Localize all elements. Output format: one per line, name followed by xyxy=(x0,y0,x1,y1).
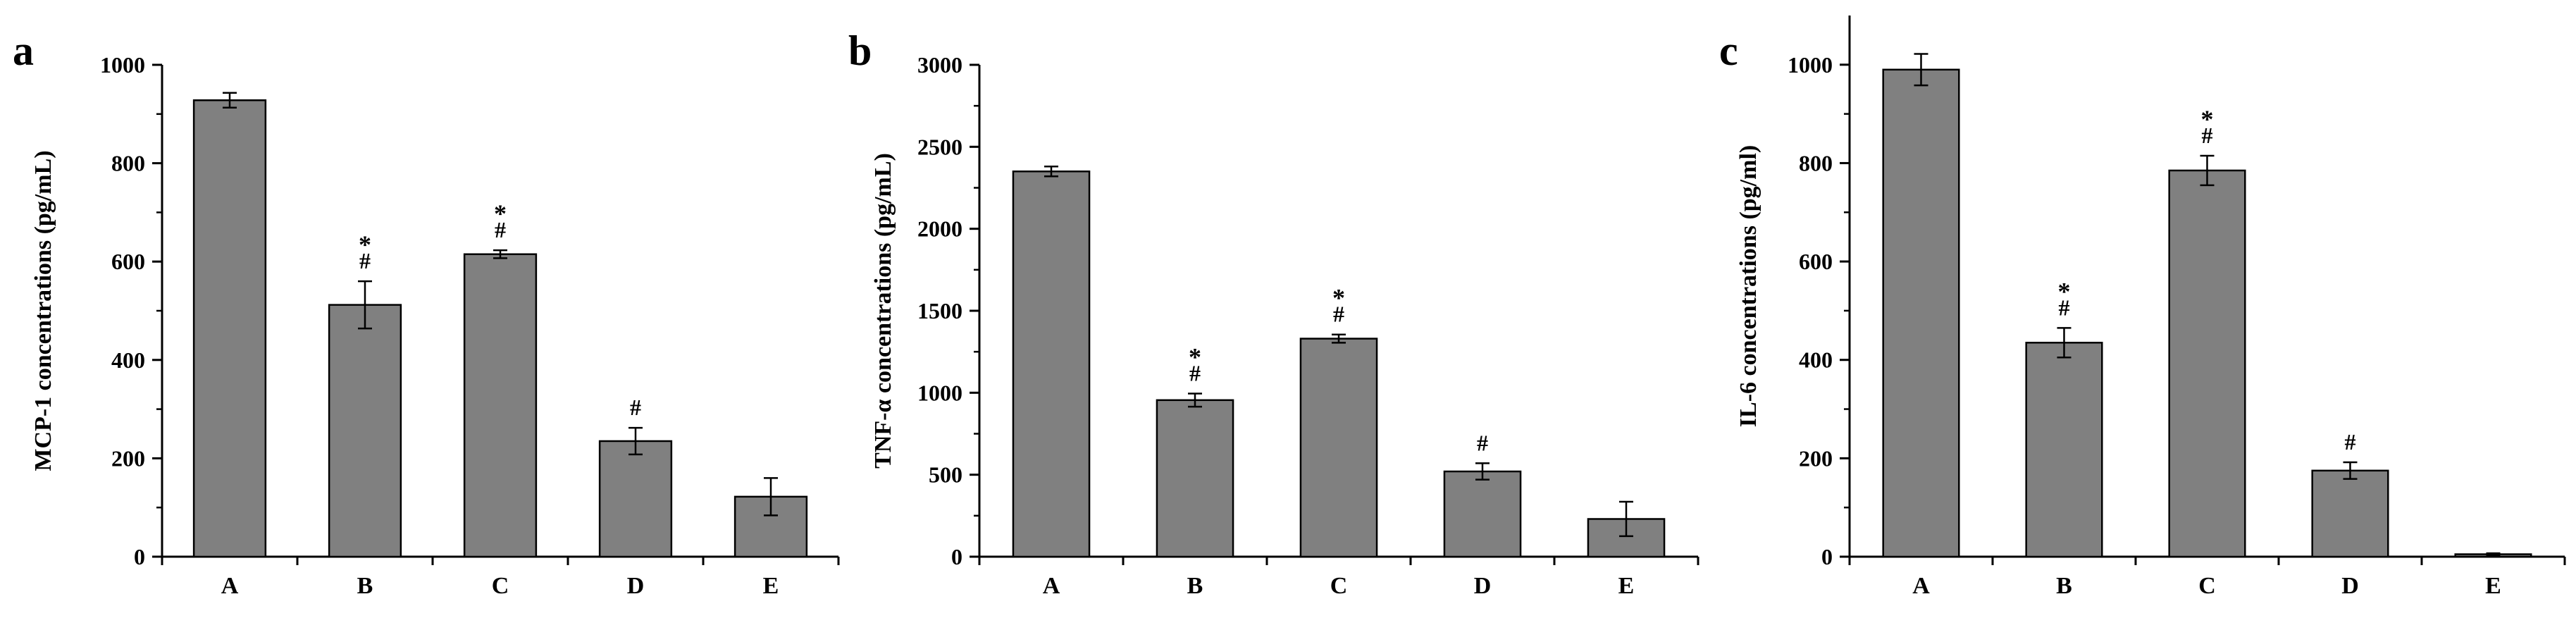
x-tick-label: A xyxy=(1043,573,1060,599)
significance-hash: # xyxy=(1477,430,1488,455)
panel-a: a 0 200 400 600 800 1000 MCP-1 concentrations … xyxy=(0,0,846,614)
panel-b: b 0 500 1000 1500 2000 2500 3000 TNF-α concentr… xyxy=(846,0,1712,614)
significance-asterisk: * xyxy=(1332,284,1345,312)
significance-asterisk: * xyxy=(1189,342,1201,371)
significance-asterisk: * xyxy=(2201,105,2214,133)
bar xyxy=(2311,469,2389,558)
panel-label-a: a xyxy=(13,27,34,74)
y-axis-label: MCP-1 concentrations (pg/mL) xyxy=(30,150,56,471)
bar xyxy=(328,304,402,558)
y-tick-label: 1500 xyxy=(917,298,962,323)
y-axis-label: TNF-α concentrations (pg/mL) xyxy=(870,153,896,469)
y-tick-label: 200 xyxy=(111,445,145,471)
x-tick-label: E xyxy=(763,573,779,599)
bar xyxy=(1156,399,1234,558)
bar xyxy=(1882,68,1960,558)
x-tick-label: B xyxy=(2056,573,2072,599)
bar xyxy=(2168,169,2246,558)
bar xyxy=(1012,170,1091,558)
significance-hash: # xyxy=(1189,360,1201,385)
significance-hash: # xyxy=(1333,302,1344,327)
chart-b: 0 500 1000 1500 2000 2500 3000 TNF-α concentrat… xyxy=(870,52,1699,599)
y-tick-label: 200 xyxy=(1799,445,1833,471)
y-tick-label: 1000 xyxy=(100,52,145,78)
significance-hash: # xyxy=(2345,429,2356,455)
y-tick-label: 1000 xyxy=(1788,52,1833,78)
y-tick-label: 400 xyxy=(111,347,145,373)
x-tick-label: C xyxy=(2198,573,2216,599)
bar xyxy=(1299,338,1378,558)
x-tick-label: D xyxy=(2341,573,2359,599)
significance-hash: # xyxy=(2059,295,2070,320)
x-tick-label: E xyxy=(1618,573,1635,599)
significance-hash: # xyxy=(2202,123,2213,148)
x-tick-label: D xyxy=(1474,573,1492,599)
y-tick-label: 3000 xyxy=(917,52,962,78)
y-tick-label: 600 xyxy=(1799,249,1833,274)
panel-label-c: c xyxy=(1719,27,1738,74)
chart-c: 0 200 400 600 800 1000 IL-6 concentrations (pg… xyxy=(1735,16,2566,599)
y-tick-label: 1000 xyxy=(917,380,962,405)
y-tick-label: 0 xyxy=(134,544,145,569)
bar xyxy=(598,440,673,558)
bar xyxy=(1443,470,1522,558)
y-tick-label: 0 xyxy=(951,544,962,569)
y-tick-label: 800 xyxy=(1799,150,1833,175)
panel-c: c 0 200 400 600 800 1000 IL-6 concentrations (… xyxy=(1712,0,2576,614)
significance-asterisk: * xyxy=(494,199,507,228)
significance-hash: # xyxy=(630,395,641,420)
bar xyxy=(463,253,538,558)
x-tick-label: C xyxy=(1330,573,1348,599)
x-tick-label: C xyxy=(492,573,509,599)
x-tick-label: E xyxy=(2485,573,2501,599)
y-tick-label: 500 xyxy=(929,462,962,488)
y-tick-label: 0 xyxy=(1821,544,1833,569)
x-tick-label: B xyxy=(357,573,373,599)
x-tick-label: D xyxy=(627,573,645,599)
y-tick-label: 600 xyxy=(111,249,145,274)
y-tick-label: 2000 xyxy=(917,216,962,242)
y-axis-label: IL-6 concentrations (pg/ml) xyxy=(1735,145,1761,427)
y-tick-label: 400 xyxy=(1799,347,1833,373)
x-tick-label: B xyxy=(1187,573,1203,599)
panel-label-b: b xyxy=(848,27,872,74)
y-tick-label: 2500 xyxy=(917,134,962,159)
bar xyxy=(192,99,267,558)
significance-asterisk: * xyxy=(359,230,371,259)
y-tick-label: 800 xyxy=(111,151,145,176)
x-tick-label: A xyxy=(221,573,239,599)
x-tick-label: A xyxy=(1912,573,1930,599)
chart-a: 0 200 400 600 800 1000 MCP-1 concentrations (p… xyxy=(30,52,840,599)
significance-hash: # xyxy=(495,217,506,242)
significance-hash: # xyxy=(359,248,371,273)
significance-asterisk: * xyxy=(2058,277,2071,305)
bar xyxy=(2025,342,2103,558)
